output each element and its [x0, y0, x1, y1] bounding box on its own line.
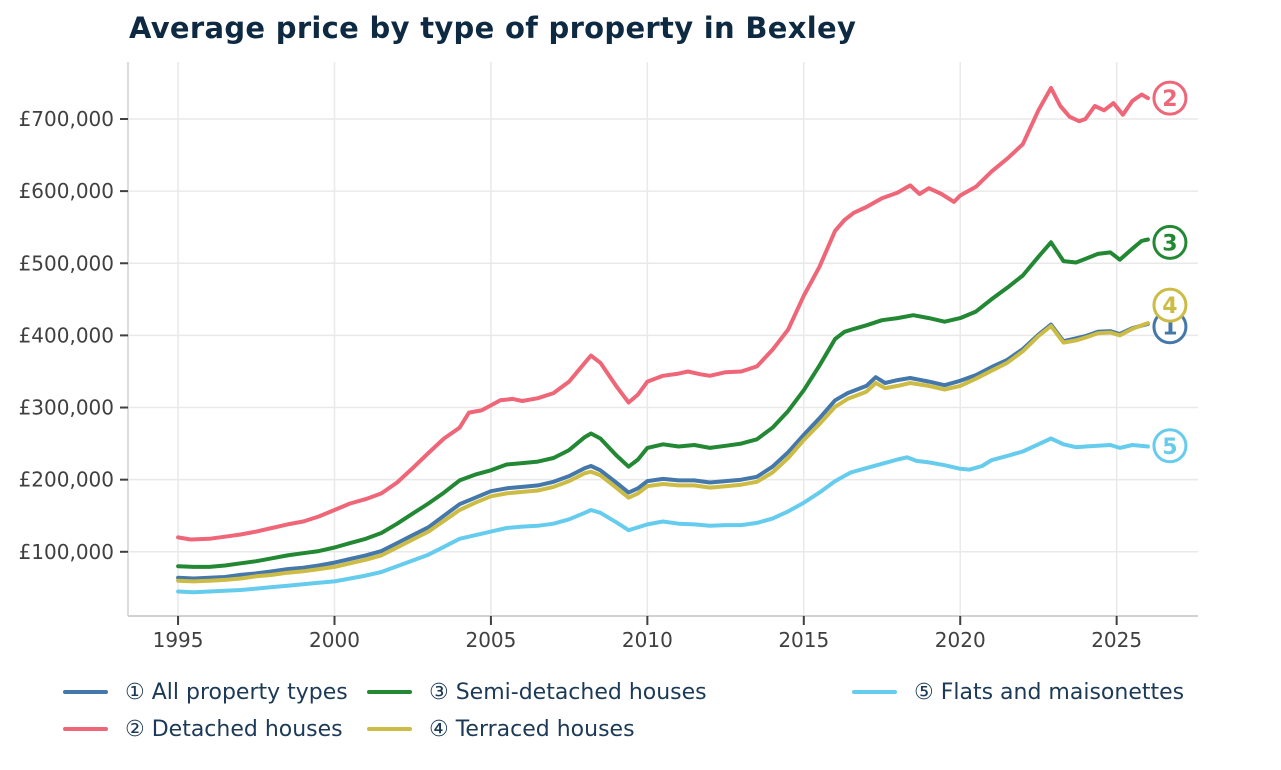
price-line-chart: £100,000 £200,000 £300,000 £400,000 £500,000…	[19, 62, 1198, 652]
legend-item-detached-houses: ② Detached houses	[63, 715, 367, 743]
y-tick-label: £600,000	[19, 179, 114, 203]
y-tick-label: £700,000	[19, 107, 114, 131]
x-tick-label: 2000	[309, 628, 360, 652]
y-tick-label: £500,000	[19, 251, 114, 275]
marker-circle	[1152, 80, 1188, 116]
x-tick-label: 2010	[622, 628, 673, 652]
series-lines	[176, 86, 1150, 595]
series-line-all-property-types	[176, 321, 1150, 581]
marker-number: 4	[1162, 294, 1177, 319]
legend-item-all-property-types: ① All property types	[63, 678, 367, 706]
x-tick-label: 2015	[778, 628, 829, 652]
legend-swatch-flats-and-maisonettes	[852, 690, 897, 694]
legend-label: ③ Semi-detached houses	[429, 679, 707, 705]
legend-label: ② Detached houses	[125, 716, 343, 742]
series-marker-semi-detached-houses: 3	[1152, 224, 1188, 260]
marker-circle	[1152, 287, 1188, 323]
legend-swatch-terraced-houses	[367, 727, 412, 731]
y-tick-label: £100,000	[19, 540, 114, 564]
marker-number: 5	[1162, 435, 1177, 460]
x-tick-label: 2005	[465, 628, 516, 652]
series-line-detached-houses	[176, 86, 1150, 542]
series-line-flats-and-maisonettes	[176, 436, 1150, 595]
marker-number: 2	[1162, 87, 1177, 112]
series-marker-flats-and-maisonettes: 5	[1152, 428, 1188, 464]
legend-item-semi-detached-houses: ③ Semi-detached houses	[367, 678, 852, 706]
x-tick-label: 2020	[935, 628, 986, 652]
legend-item-flats-and-maisonettes: ⑤ Flats and maisonettes	[852, 678, 1258, 706]
chart-legend: ① All property types ③ Semi-detached hous…	[63, 678, 1258, 743]
x-tick-label: 1995	[153, 628, 204, 652]
legend-label: ⑤ Flats and maisonettes	[914, 679, 1185, 705]
legend-swatch-all-property-types	[63, 690, 108, 694]
marker-circle	[1152, 224, 1188, 260]
y-tick-label: £300,000	[19, 396, 114, 420]
x-tick-label: 2025	[1091, 628, 1142, 652]
axes: £100,000 £200,000 £300,000 £400,000 £500,000…	[19, 62, 1198, 652]
legend-swatch-detached-houses	[63, 727, 108, 731]
y-tick-label: £400,000	[19, 323, 114, 347]
series-line-terraced-houses	[176, 321, 1150, 584]
chart-title: Average price by type of property in Bex…	[129, 11, 857, 45]
legend-label: ① All property types	[125, 679, 348, 705]
series-marker-detached-houses: 2	[1152, 80, 1188, 116]
legend-swatch-semi-detached-houses	[367, 690, 412, 694]
y-tick-label: £200,000	[19, 468, 114, 492]
series-line-semi-detached-houses	[176, 237, 1150, 569]
legend-item-terraced-houses: ④ Terraced houses	[367, 715, 852, 743]
legend-label: ④ Terraced houses	[429, 716, 635, 742]
marker-number: 3	[1162, 231, 1177, 256]
marker-circle	[1152, 428, 1188, 464]
series-marker-terraced-houses: 4	[1152, 287, 1188, 323]
